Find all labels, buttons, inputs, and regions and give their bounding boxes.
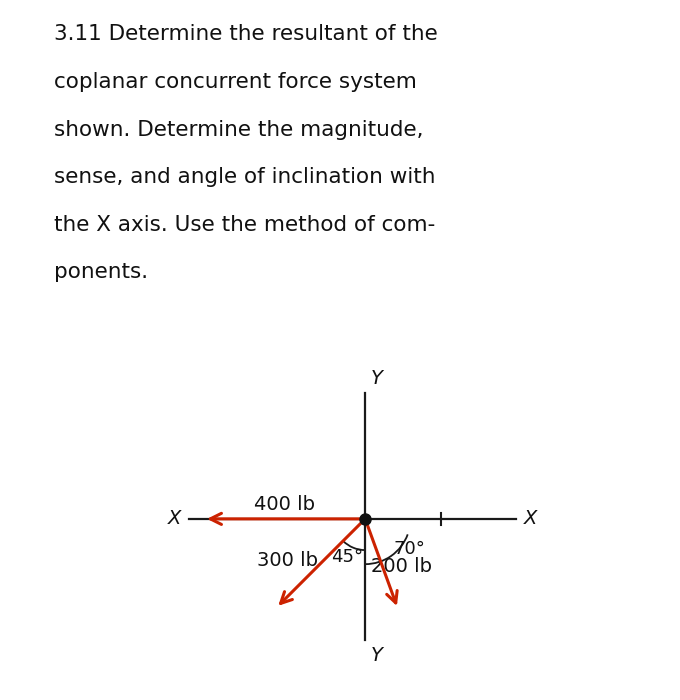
Text: X: X bbox=[524, 510, 537, 528]
Text: 200 lb: 200 lb bbox=[371, 557, 432, 576]
Text: ponents.: ponents. bbox=[54, 262, 148, 283]
Text: coplanar concurrent force system: coplanar concurrent force system bbox=[54, 72, 418, 92]
Text: 70°: 70° bbox=[394, 540, 426, 558]
Text: 400 lb: 400 lb bbox=[254, 496, 315, 514]
Text: 3.11 Determine the resultant of the: 3.11 Determine the resultant of the bbox=[54, 25, 438, 45]
Text: 45°: 45° bbox=[331, 547, 364, 566]
Text: 300 lb: 300 lb bbox=[256, 551, 318, 570]
Text: the X axis. Use the method of com-: the X axis. Use the method of com- bbox=[54, 215, 436, 235]
Text: shown. Determine the magnitude,: shown. Determine the magnitude, bbox=[54, 120, 424, 140]
Text: sense, and angle of inclination with: sense, and angle of inclination with bbox=[54, 167, 436, 188]
Text: Y: Y bbox=[371, 645, 383, 665]
Text: Y: Y bbox=[371, 369, 383, 388]
Text: X: X bbox=[168, 510, 182, 528]
